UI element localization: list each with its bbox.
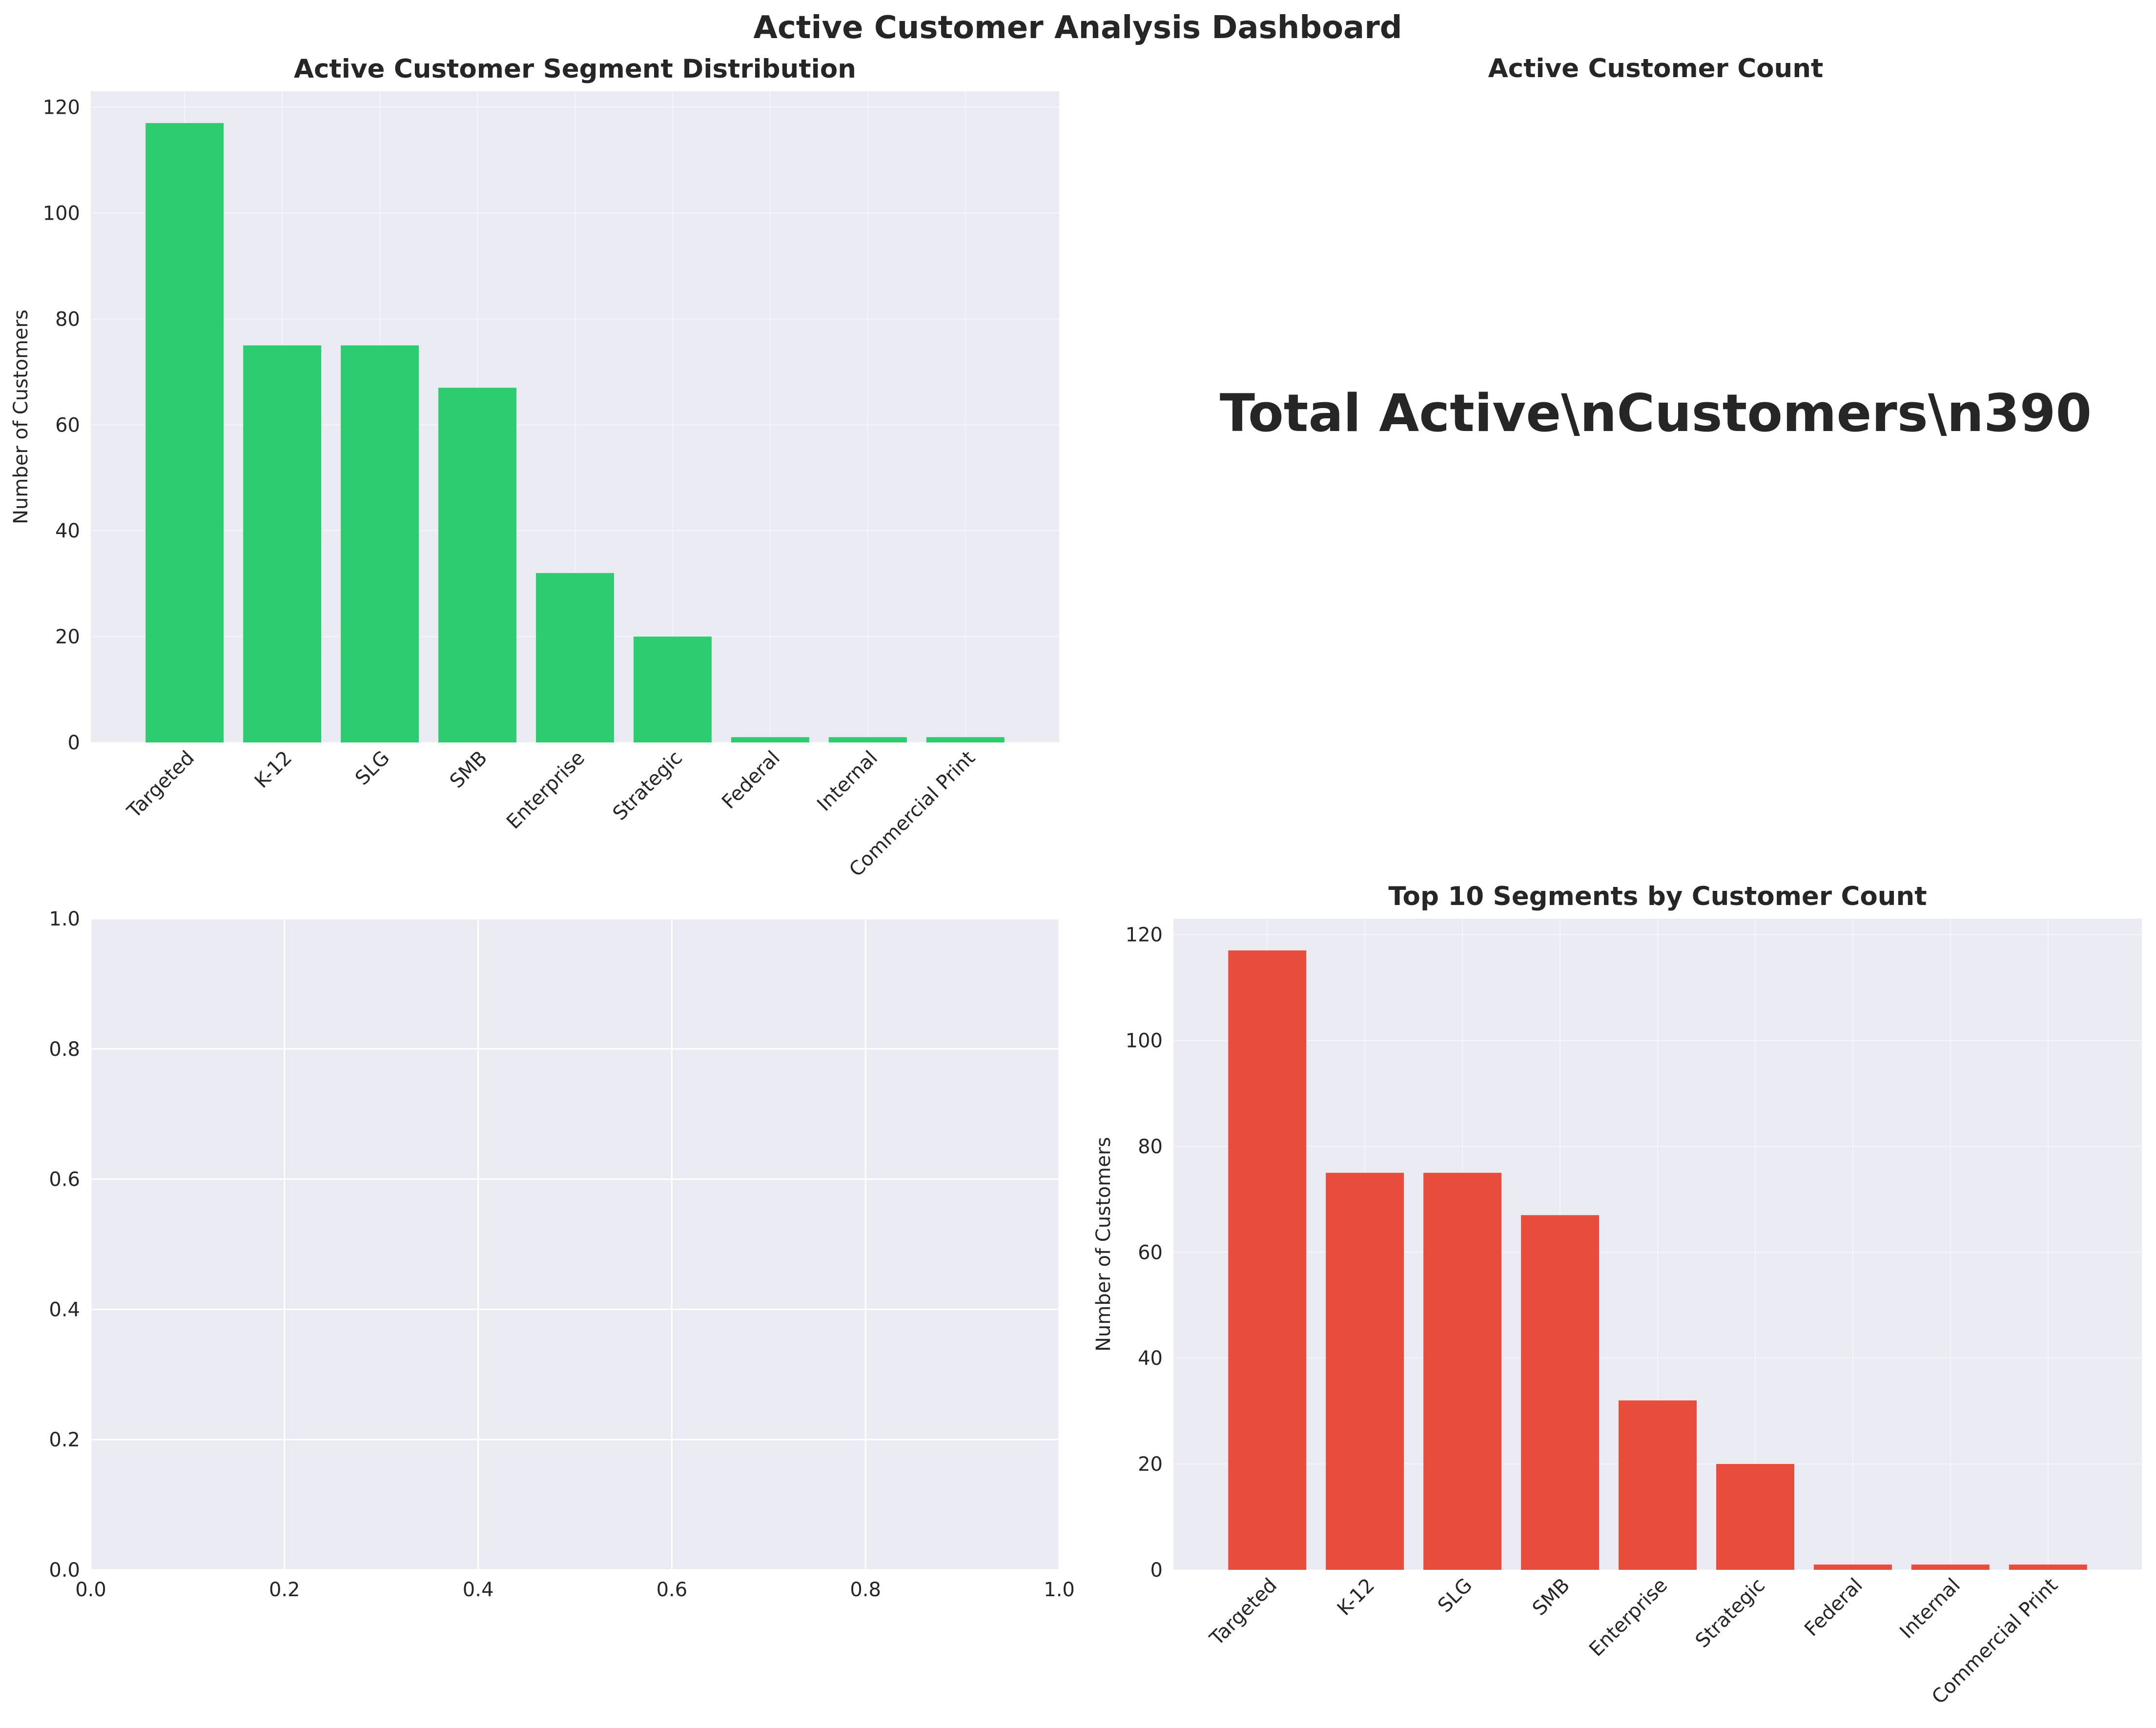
bar-enterprise [1619,1400,1697,1570]
y-tick-label: 1.0 [49,908,80,930]
x-tick-label: Internal [1895,1574,1965,1644]
chart-title: Top 10 Segments by Customer Count [1388,882,1927,911]
y-tick-label: 0.6 [49,1169,80,1191]
segment-distribution-chart: 0 20 40 60 80 100 120 Targeted K-12 SLG SMB Enterpr… [10,54,1059,881]
y-tick-label: 0.2 [49,1429,80,1451]
x-tick-label: K-12 [1333,1574,1379,1620]
y-tick-label: 40 [1138,1347,1163,1370]
y-tick-label: 60 [55,414,80,436]
y-tick-label: 20 [1138,1453,1163,1476]
kpi-value-text: Total Active\nCustomers\n390 [1220,383,2092,443]
x-tick-label: Federal [1800,1574,1867,1641]
bar-targeted [1228,950,1307,1570]
x-tick-label: SLG [1434,1574,1477,1617]
bar-strategic [1716,1464,1794,1570]
x-tick-label: 0.6 [657,1579,688,1601]
y-tick-label: 0.4 [49,1298,80,1321]
bar-slg [341,345,419,742]
bar-k-12 [1326,1173,1404,1570]
bar-slg [1423,1173,1502,1570]
bar-targeted [145,123,224,743]
x-tick-label: K-12 [250,747,296,793]
bar-k-12 [243,345,322,742]
x-tick-label: 0.4 [463,1579,494,1601]
x-tick-label: SLG [351,747,394,790]
y-axis-label: Number of Customers [10,309,32,524]
top-segments-chart: 0 20 40 60 80 100 120 Targeted K-12 SLG SMB Enterpr… [1092,882,2142,1708]
x-tick-label: Strategic [1691,1574,1769,1652]
bar-federal [731,737,809,742]
bar-internal [1911,1564,1990,1570]
x-tick-label: Targeted [123,747,199,823]
y-tick-label: 40 [55,520,80,542]
x-tick-label: Targeted [1205,1574,1281,1650]
bar-smb [1521,1215,1600,1570]
bar-smb [438,388,517,742]
empty-axes-chart: 0.0 0.2 0.4 0.6 0.8 1.0 0.0 0.2 0.4 0.6 0.8 1.0 [49,908,1074,1601]
bar-commercial-print [2009,1564,2087,1570]
x-tick-label: Strategic [609,747,687,825]
y-axis-label: Number of Customers [1092,1137,1115,1352]
y-tick-label: 120 [43,97,80,119]
dashboard-title: Active Customer Analysis Dashboard [753,10,1402,46]
bar-commercial-print [926,737,1005,742]
x-tick-label: 0.0 [75,1579,106,1601]
plot-area [91,919,1059,1570]
x-tick-label: 1.0 [1044,1579,1075,1601]
y-tick-label: 0 [68,732,80,754]
y-tick-label: 20 [55,626,80,648]
y-tick-label: 120 [1126,924,1163,946]
x-tick-label: SMB [1528,1574,1574,1620]
y-tick-label: 100 [43,202,80,225]
y-tick-label: 0 [1150,1559,1163,1582]
y-tick-label: 80 [1138,1135,1163,1158]
x-tick-label: 0.2 [269,1579,300,1601]
kpi-title: Active Customer Count [1488,54,1824,83]
x-tick-label: Federal [718,747,784,814]
active-customer-count-panel: Active Customer Count Total Active\nCust… [1220,54,2092,443]
x-tick-label: 0.8 [850,1579,881,1601]
bar-strategic [633,637,712,742]
bar-internal [828,737,907,742]
bar-enterprise [536,573,614,742]
y-tick-label: 0.0 [49,1559,80,1582]
y-tick-label: 60 [1138,1241,1163,1264]
x-tick-label: SMB [446,747,492,793]
x-tick-label: Enterprise [502,747,589,834]
chart-title: Active Customer Segment Distribution [294,54,856,84]
y-tick-label: 80 [55,308,80,330]
x-tick-label: Internal [813,747,882,816]
bar-federal [1813,1564,1892,1570]
x-tick-label: Enterprise [1585,1574,1672,1661]
y-tick-label: 100 [1126,1029,1163,1052]
y-tick-label: 0.8 [49,1038,80,1061]
